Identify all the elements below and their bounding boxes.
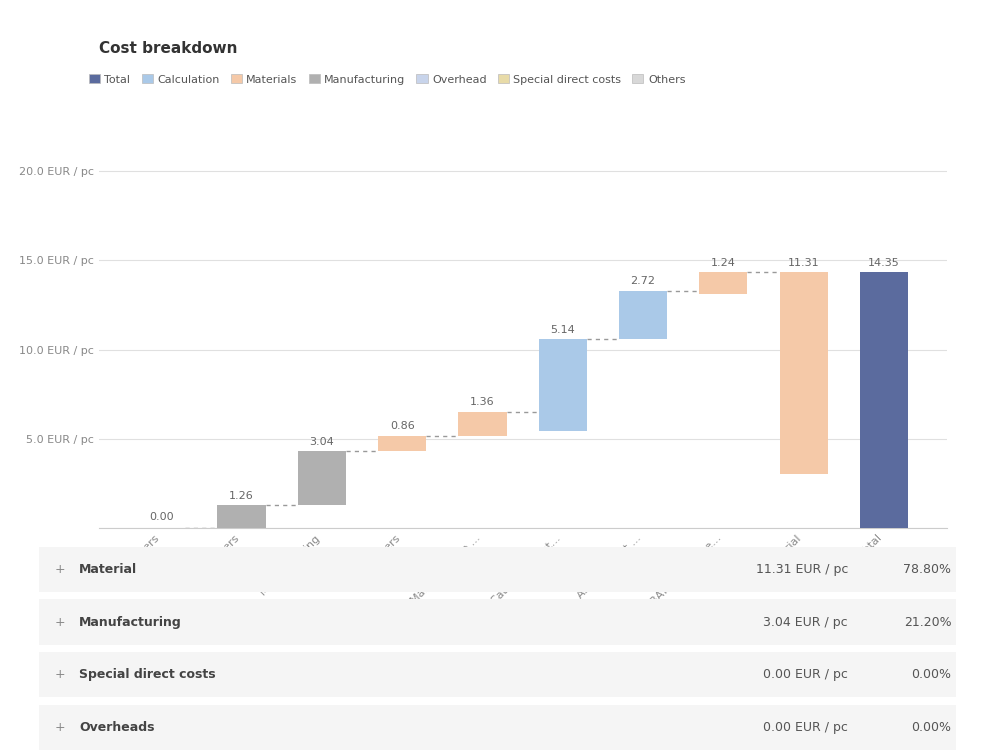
- Text: 1.24: 1.24: [711, 258, 736, 268]
- Text: 0.00: 0.00: [149, 511, 174, 522]
- Bar: [218, 505, 265, 528]
- Text: 5.14: 5.14: [550, 325, 575, 335]
- Text: 14.35: 14.35: [868, 258, 900, 268]
- Text: Overheads: Overheads: [79, 721, 155, 734]
- Text: +: +: [54, 615, 65, 629]
- Text: 2.72: 2.72: [630, 276, 656, 286]
- Text: Cost breakdown: Cost breakdown: [99, 41, 237, 57]
- Text: 0.00%: 0.00%: [911, 668, 951, 682]
- Text: 78.80%: 78.80%: [903, 562, 951, 576]
- Text: Special direct costs: Special direct costs: [79, 668, 216, 682]
- Text: Material: Material: [79, 562, 137, 576]
- Text: 0.86: 0.86: [389, 421, 414, 431]
- Text: +: +: [54, 668, 65, 682]
- Text: 1.26: 1.26: [229, 491, 254, 501]
- Legend: Total, Calculation, Materials, Manufacturing, Overhead, Special direct costs, Ot: Total, Calculation, Materials, Manufactu…: [85, 69, 690, 89]
- Text: 11.31 EUR / pc: 11.31 EUR / pc: [755, 562, 848, 576]
- Text: +: +: [54, 721, 65, 734]
- Bar: [378, 436, 426, 451]
- Text: 0.00 EUR / pc: 0.00 EUR / pc: [763, 721, 848, 734]
- Bar: [619, 290, 668, 339]
- Bar: [298, 451, 346, 505]
- Text: 21.20%: 21.20%: [904, 615, 951, 629]
- Bar: [699, 272, 747, 294]
- Text: 1.36: 1.36: [470, 397, 495, 407]
- Text: 11.31: 11.31: [788, 258, 819, 268]
- Bar: [860, 272, 908, 528]
- Text: 0.00%: 0.00%: [911, 721, 951, 734]
- Text: 3.04: 3.04: [310, 437, 334, 446]
- Text: Manufacturing: Manufacturing: [79, 615, 181, 629]
- Text: 0.00 EUR / pc: 0.00 EUR / pc: [763, 668, 848, 682]
- Bar: [458, 412, 507, 436]
- Text: 3.04 EUR / pc: 3.04 EUR / pc: [763, 615, 848, 629]
- Bar: [780, 272, 827, 474]
- Text: +: +: [54, 562, 65, 576]
- Bar: [538, 339, 587, 431]
